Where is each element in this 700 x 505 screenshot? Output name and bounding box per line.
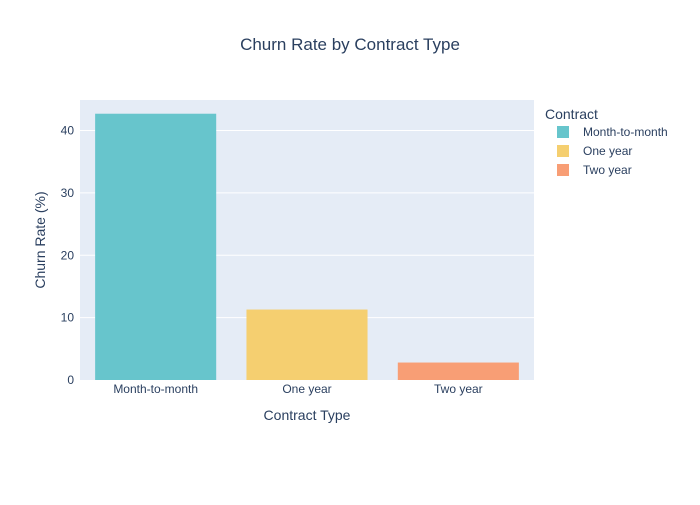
x-tick-label: Month-to-month	[113, 382, 198, 396]
y-tick-label: 0	[67, 373, 74, 387]
bars	[95, 113, 519, 381]
y-tick-label: 40	[61, 124, 75, 138]
y-tick-label: 10	[61, 311, 75, 325]
bar[interactable]	[95, 113, 217, 381]
y-tick-label: 30	[61, 186, 75, 200]
y-axis-title: Churn Rate (%)	[32, 191, 48, 288]
legend-swatch	[557, 145, 569, 157]
legend: Contract Month-to-month One year Two year	[545, 106, 668, 177]
legend-item[interactable]: Month-to-month	[557, 125, 668, 139]
x-axis-title: Contract Type	[264, 407, 351, 423]
x-tick-label: Two year	[434, 382, 483, 396]
chart-title: Churn Rate by Contract Type	[240, 35, 460, 54]
legend-title: Contract	[545, 106, 598, 122]
legend-items: Month-to-month One year Two year	[557, 125, 668, 177]
legend-label: Month-to-month	[583, 125, 668, 139]
bar[interactable]	[246, 309, 368, 380]
legend-label: Two year	[583, 163, 632, 177]
legend-swatch	[557, 164, 569, 176]
y-axis-ticks: 0 10 20 30 40	[61, 124, 75, 387]
legend-item[interactable]: One year	[557, 144, 632, 158]
x-tick-label: One year	[282, 382, 331, 396]
legend-swatch	[557, 126, 569, 138]
legend-label: One year	[583, 144, 632, 158]
bar[interactable]	[397, 362, 519, 380]
y-tick-label: 20	[61, 248, 75, 262]
x-axis-ticks: Month-to-month One year Two year	[113, 382, 482, 396]
legend-item[interactable]: Two year	[557, 163, 632, 177]
